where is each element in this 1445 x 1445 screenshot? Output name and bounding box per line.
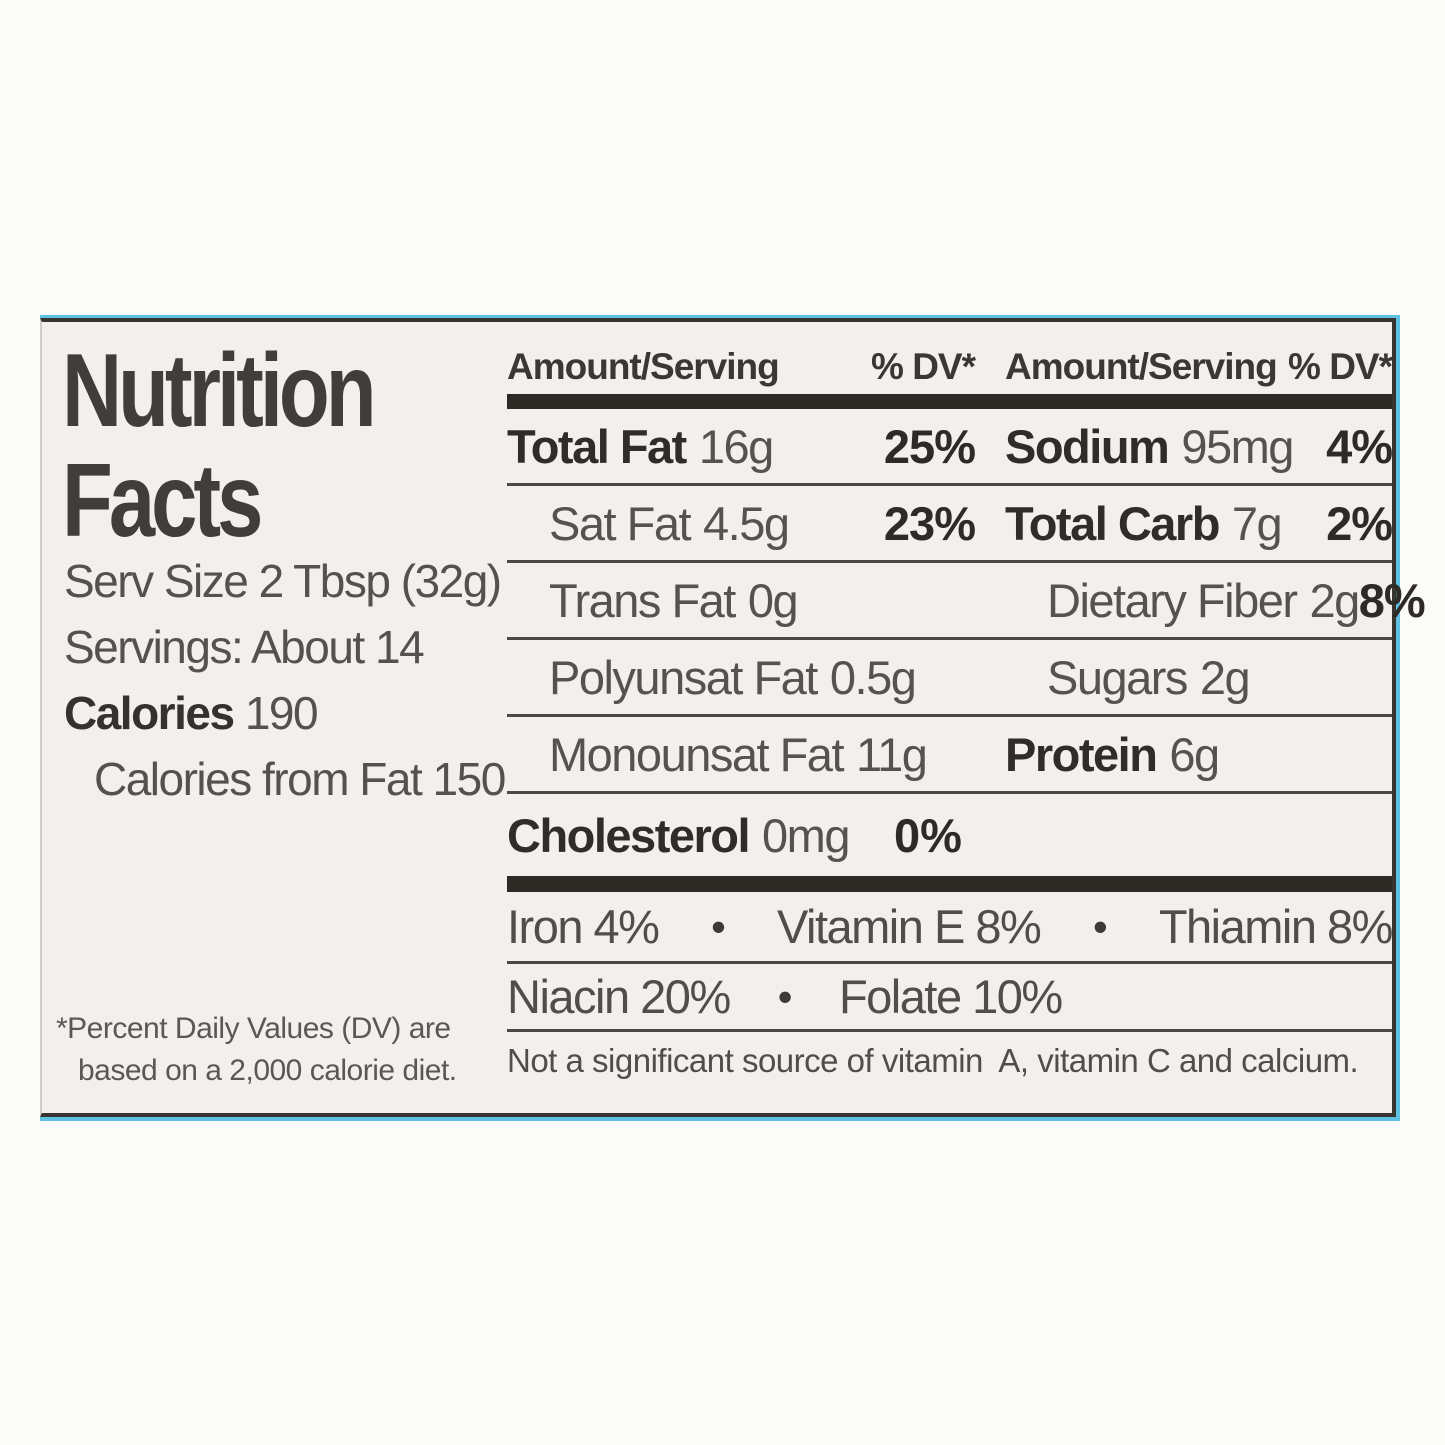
nutrient-dv: 4% xyxy=(1326,419,1393,473)
calories-value: 190 xyxy=(244,687,319,739)
bullet-separator: • xyxy=(711,902,726,950)
micronutrients-row-2: Niacin 20% • Folate 10% xyxy=(507,964,1392,1032)
nutrient-name: Sugars xyxy=(1047,650,1188,704)
cholesterol-row: Cholesterol 0mg 0% xyxy=(507,794,1392,876)
servings-per-container: Servings: About 14 xyxy=(64,621,425,673)
label-title-line2: Facts xyxy=(62,443,263,560)
not-significant-source-note: Not a significant source of vitamin A, v… xyxy=(507,1042,1359,1079)
nutrient-name: Total Carb xyxy=(1005,496,1220,550)
nutrient-value: 95mg xyxy=(1181,419,1294,473)
nutrient-dv: 0% xyxy=(893,808,962,862)
nutrient-value: 7g xyxy=(1231,496,1283,550)
table-header: Amount/Serving % DV* Amount/Serving % DV… xyxy=(507,322,1393,388)
dietary-fiber-cell: Dietary Fiber 2g 8% xyxy=(1005,573,1426,628)
label-title: Nutrition Facts xyxy=(62,333,377,560)
nutrient-value: 16g xyxy=(698,419,774,473)
polyunsat-fat-cell: Polyunsat Fat 0.5g xyxy=(507,650,975,705)
nutrient-name: Trans Fat xyxy=(549,573,736,627)
trans-fat-cell: Trans Fat 0g xyxy=(507,573,975,628)
amount-serving-header: Amount/Serving xyxy=(1005,346,1278,387)
total-fat-cell: Total Fat 16g 25% xyxy=(507,419,976,474)
nutrient-name: Protein xyxy=(1005,727,1158,781)
bullet-separator: • xyxy=(1092,902,1108,950)
micronutrient-folate: Folate 10% xyxy=(838,970,1063,1023)
dv-footnote-line1: *Percent Daily Values (DV) are xyxy=(56,1012,451,1045)
nutrient-table: Amount/Serving % DV* Amount/Serving % DV… xyxy=(507,322,1426,1080)
nutrient-dv: 23% xyxy=(883,496,976,550)
micronutrient-vitamin-e: Vitamin E 8% xyxy=(777,900,1042,953)
micronutrient-iron: Iron 4% xyxy=(507,900,660,953)
nutrient-value: 0mg xyxy=(762,808,850,862)
nutrient-name: Total Fat xyxy=(507,419,687,473)
table-row: Sat Fat 4.5g 23% Total Carb 7g 2% xyxy=(507,486,1393,563)
amount-serving-header: Amount/Serving xyxy=(507,346,780,387)
protein-cell: Protein 6g xyxy=(1005,727,1392,782)
nutrient-name: Monounsat Fat xyxy=(549,727,845,781)
label-title-line1: Nutrition xyxy=(62,333,377,449)
calories-row: Calories 190 xyxy=(64,686,319,740)
heavy-rule xyxy=(507,876,1392,892)
nutrient-value: 6g xyxy=(1169,727,1220,781)
nutrient-value: 4.5g xyxy=(703,496,790,550)
nutrition-facts-label: Nutrition Facts Serv Size 2 Tbsp (32g) S… xyxy=(40,318,1426,1117)
percent-dv-header: % DV* xyxy=(1288,346,1393,387)
nutrient-name: Cholesterol xyxy=(507,808,751,862)
micronutrient-thiamin: Thiamin 8% xyxy=(1158,900,1394,953)
calories-from-fat: Calories from Fat 150 xyxy=(94,753,506,805)
sat-fat-cell: Sat Fat 4.5g 23% xyxy=(507,496,976,551)
table-row: Polyunsat Fat 0.5g Sugars 2g xyxy=(507,640,1392,717)
total-carb-cell: Total Carb 7g 2% xyxy=(1005,496,1393,551)
monounsat-fat-cell: Monounsat Fat 11g xyxy=(507,727,975,782)
table-row: Monounsat Fat 11g Protein 6g xyxy=(507,717,1392,794)
nutrient-dv: 8% xyxy=(1358,573,1426,627)
nutrient-name: Polyunsat Fat xyxy=(549,650,818,704)
sodium-cell: Sodium 95mg 4% xyxy=(1005,419,1393,474)
calories-label: Calories xyxy=(64,687,235,739)
nutrient-value: 0g xyxy=(747,573,799,627)
micronutrients-row-1: Iron 4% • Vitamin E 8% • Thiamin 8% xyxy=(507,892,1394,964)
nutrient-name: Dietary Fiber xyxy=(1047,573,1298,627)
nutrient-value: 0.5g xyxy=(829,650,917,704)
nutrient-value: 11g xyxy=(856,727,928,781)
package-edge: Nutrition Facts Serv Size 2 Tbsp (32g) S… xyxy=(40,315,1426,1121)
percent-dv-header: % DV* xyxy=(871,346,976,387)
table-row: Total Fat 16g 25% Sodium 95mg 4% xyxy=(507,409,1393,486)
table-row: Trans Fat 0g Dietary Fiber 2g 8% xyxy=(507,563,1426,640)
sugars-cell: Sugars 2g xyxy=(1005,650,1392,705)
nutrient-dv: 25% xyxy=(883,419,976,473)
nutrient-name: Sat Fat xyxy=(549,496,692,550)
dv-footnote-line2: based on a 2,000 calorie diet. xyxy=(78,1054,457,1087)
table-header-left: Amount/Serving % DV* xyxy=(507,346,976,388)
nutrient-value: 2g xyxy=(1199,650,1251,704)
serving-size: Serv Size 2 Tbsp (32g) xyxy=(64,555,502,607)
nutrient-dv: 2% xyxy=(1326,496,1393,550)
bullet-separator: • xyxy=(777,972,793,1020)
nutrient-name: Sodium xyxy=(1005,419,1170,473)
heavy-rule xyxy=(507,394,1392,409)
table-header-right: Amount/Serving % DV* xyxy=(1005,346,1393,388)
micronutrient-niacin: Niacin 20% xyxy=(507,970,731,1023)
nutrient-value: 2g xyxy=(1309,573,1361,627)
